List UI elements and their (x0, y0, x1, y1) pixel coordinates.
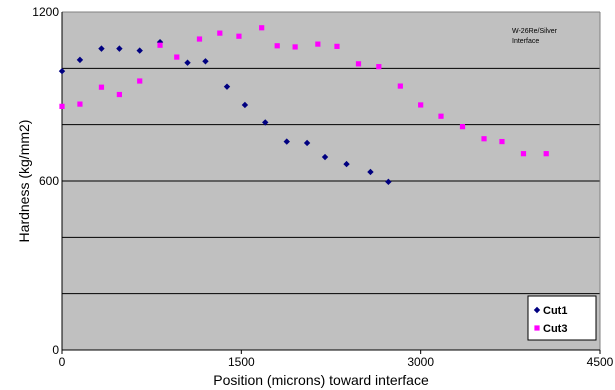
x-tick-label: 3000 (407, 355, 434, 369)
data-point (137, 78, 143, 84)
data-point (116, 91, 122, 98)
y-axis-title: Hardness (kg/mm2) (16, 120, 32, 243)
data-point (334, 43, 340, 49)
x-axis-title: Position (microns) toward interface (213, 372, 429, 388)
data-point (418, 102, 424, 108)
data-point (236, 33, 242, 39)
data-point (77, 101, 83, 107)
data-point (459, 124, 466, 130)
legend-item-cut3: Cut3 (534, 323, 567, 335)
data-point (202, 58, 209, 65)
data-point (98, 84, 105, 90)
data-point (520, 151, 527, 157)
data-point (367, 168, 374, 176)
data-point (223, 83, 231, 90)
data-point (98, 45, 105, 52)
legend-marker (534, 325, 540, 331)
data-point (259, 25, 265, 31)
x-tick-label: 4500 (587, 355, 614, 369)
data-point (184, 59, 191, 66)
data-point (262, 119, 269, 126)
series-cut1 (58, 38, 392, 186)
series-cut3 (59, 25, 549, 157)
tick-labels: 0 1500 3000 4500 0 600 1200 (32, 5, 613, 369)
data-point (397, 83, 403, 89)
legend: Cut1 Cut3 (527, 295, 597, 341)
data-point (543, 151, 549, 157)
data-point (241, 101, 249, 109)
data-point (499, 138, 505, 145)
x-tick-label: 0 (59, 355, 66, 369)
data-point (292, 44, 298, 50)
data-point (283, 138, 290, 145)
data-point (58, 67, 66, 75)
data-point (481, 136, 487, 142)
legend-marker (533, 306, 541, 314)
data-points (58, 25, 549, 186)
legend-label: Cut1 (543, 305, 567, 317)
annotation-line-1: W-26Re/Silver (512, 28, 558, 35)
x-tick-label: 1500 (228, 355, 255, 369)
data-point (196, 36, 203, 42)
annotation-line-2: Interface (512, 38, 539, 45)
legend-box (527, 295, 597, 341)
data-point (343, 160, 350, 168)
data-point (303, 139, 311, 147)
legend-item-cut1: Cut1 (533, 305, 567, 317)
data-point (274, 43, 280, 49)
legend-label: Cut3 (543, 323, 567, 335)
data-point (136, 47, 143, 54)
y-tick-label: 0 (52, 343, 59, 357)
data-point (217, 30, 223, 36)
gridlines (62, 11, 601, 350)
data-point (315, 41, 321, 47)
data-point (321, 153, 329, 161)
data-point (116, 45, 123, 52)
data-point (156, 38, 164, 46)
data-point (174, 54, 180, 60)
data-point (76, 56, 84, 64)
data-point (438, 113, 444, 119)
data-point (385, 178, 392, 186)
y-tick-label: 600 (39, 174, 59, 188)
data-point (59, 103, 65, 109)
data-point (355, 61, 362, 67)
data-point (157, 42, 163, 48)
data-point (376, 64, 382, 70)
y-tick-label: 1200 (32, 5, 59, 19)
